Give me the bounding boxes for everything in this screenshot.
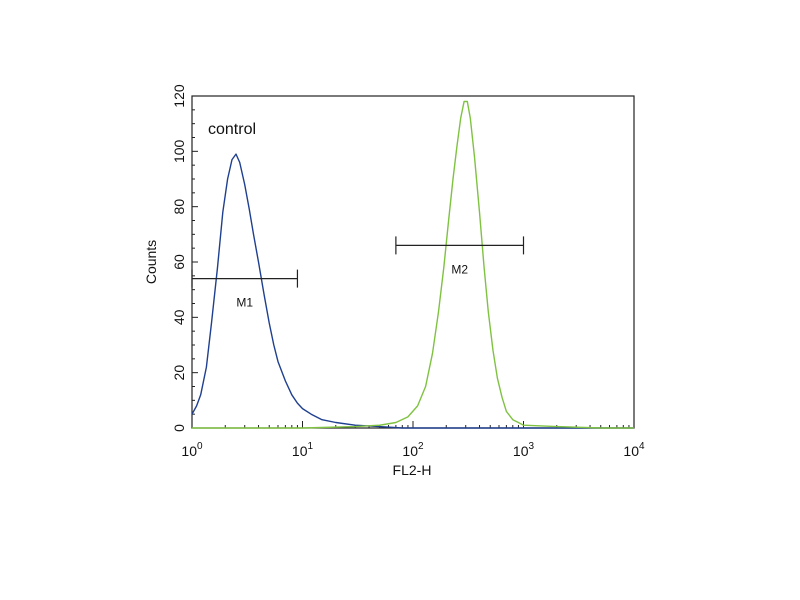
control-annotation: control bbox=[208, 121, 256, 138]
x-axis: 100 101 102 103 104 bbox=[181, 421, 645, 459]
x-tick-exponent: 4 bbox=[639, 441, 645, 452]
x-tick-label: 104 bbox=[623, 441, 645, 459]
y-axis: 0 20 40 60 80 100 120 bbox=[171, 84, 198, 432]
y-axis-title: Counts bbox=[143, 240, 159, 284]
y-tick-label: 40 bbox=[171, 309, 187, 325]
marker-m2: M2 bbox=[395, 236, 525, 276]
x-tick-label: 100 bbox=[181, 441, 203, 459]
x-tick-exponent: 0 bbox=[197, 441, 203, 452]
x-tick-base: 10 bbox=[402, 443, 418, 459]
y-tick-label: 0 bbox=[171, 424, 187, 432]
x-tick-label: 102 bbox=[402, 441, 424, 459]
x-tick-base: 10 bbox=[292, 443, 308, 459]
y-tick-label: 60 bbox=[171, 254, 187, 270]
marker-label: M1 bbox=[236, 296, 253, 310]
marker-m1: M1 bbox=[191, 269, 299, 310]
histogram-line-2 bbox=[192, 100, 634, 429]
x-tick-label: 103 bbox=[513, 441, 535, 459]
y-tick-label: 100 bbox=[171, 139, 187, 163]
x-tick-base: 10 bbox=[623, 443, 639, 459]
x-tick-base: 10 bbox=[513, 443, 529, 459]
y-tick-label: 80 bbox=[171, 199, 187, 215]
histogram-line-1 bbox=[191, 153, 634, 429]
x-tick-exponent: 2 bbox=[418, 441, 424, 452]
marker-label: M2 bbox=[451, 262, 468, 276]
x-tick-label: 101 bbox=[292, 441, 314, 459]
y-tick-label: 120 bbox=[171, 84, 187, 108]
y-tick-label: 20 bbox=[171, 365, 187, 381]
x-axis-title: FL2-H bbox=[393, 462, 432, 478]
x-tick-base: 10 bbox=[181, 443, 197, 459]
x-tick-exponent: 3 bbox=[529, 441, 535, 452]
marker-group: M1 M2 bbox=[191, 236, 525, 310]
series-group bbox=[191, 100, 634, 429]
x-tick-exponent: 1 bbox=[308, 441, 314, 452]
